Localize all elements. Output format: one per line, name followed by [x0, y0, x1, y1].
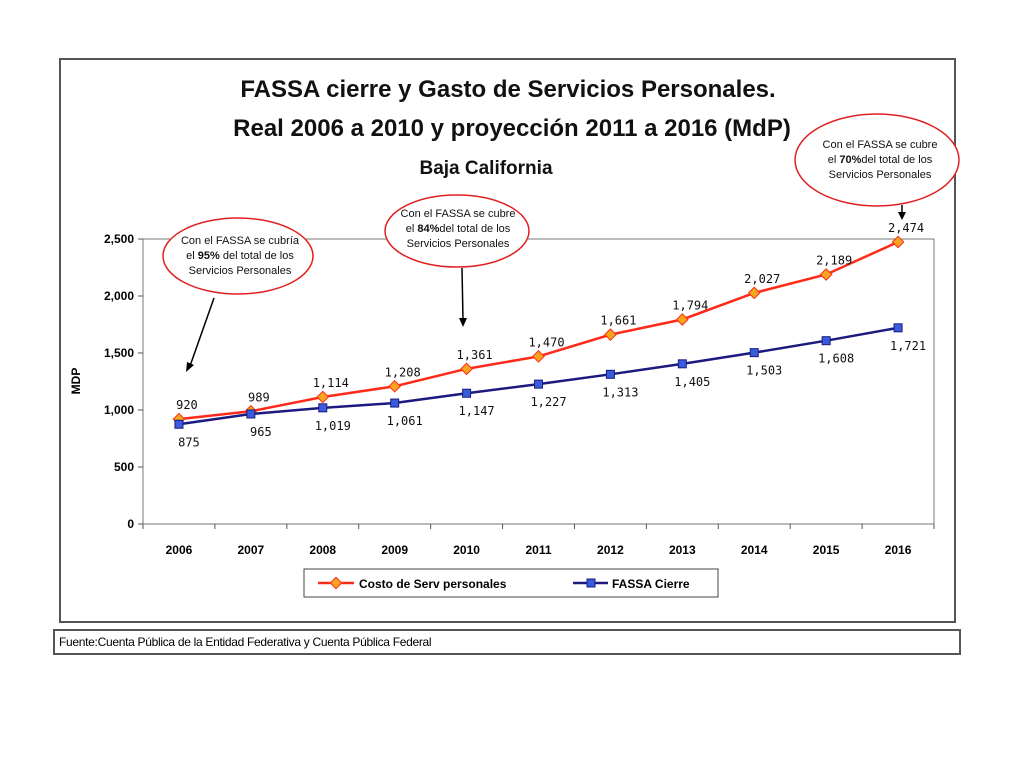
- data-labels: 920 989 1,114 1,208 1,361 1,470 1,661 1,794 2,02…: [176, 221, 926, 449]
- annotation-line: Servicios Personales: [407, 238, 510, 250]
- data-point-costo: [604, 328, 617, 342]
- x-tick-label: 2016: [885, 543, 912, 557]
- chart-subtitle: Real 2006 a 2010 y proyección 2011 a 201…: [233, 115, 791, 142]
- data-label-costo: 1,208: [385, 365, 421, 379]
- annotation-2016: Con el FASSA se cubre el 70%del total de…: [794, 113, 960, 220]
- data-point-fassa: [677, 359, 687, 369]
- data-label-fassa: 1,227: [530, 395, 566, 409]
- data-point-fassa: [893, 323, 903, 333]
- x-tick-label: 2015: [813, 543, 840, 557]
- x-tick-label: 2008: [309, 543, 336, 557]
- data-label-fassa: 965: [250, 425, 272, 439]
- y-axis-label: MDP: [69, 368, 83, 395]
- data-label-fassa: 1,503: [746, 364, 782, 378]
- data-point-fassa: [390, 398, 400, 408]
- x-tick-label: 2012: [597, 543, 624, 557]
- data-label-fassa: 1,721: [890, 339, 926, 353]
- data-label-costo: 1,470: [528, 335, 564, 349]
- legend-marker-fassa: [586, 578, 596, 588]
- data-point-costo: [675, 313, 689, 326]
- y-tick-label: 1,500: [104, 346, 134, 360]
- data-point-fassa: [534, 379, 543, 389]
- x-tick-label: 2014: [741, 543, 768, 557]
- arrow-head-icon: [898, 212, 906, 220]
- legend-label-costo: Costo de Serv personales: [359, 577, 507, 591]
- data-point-fassa: [246, 409, 256, 419]
- data-label-fassa: 1,608: [818, 352, 854, 366]
- data-point-fassa: [174, 419, 184, 429]
- data-point-costo: [747, 286, 761, 300]
- y-tick-label: 2,000: [104, 289, 134, 303]
- x-tick-label: 2013: [669, 543, 696, 557]
- chart-title: FASSA cierre y Gasto de Servicios Person…: [240, 76, 775, 103]
- annotation-line: Servicios Personales: [829, 169, 932, 181]
- data-label-costo: 989: [248, 390, 270, 404]
- x-tick-label: 2010: [453, 543, 480, 557]
- data-point-costo: [388, 379, 402, 393]
- annotation-arrow: [461, 267, 464, 321]
- x-tick-label: 2009: [381, 543, 408, 557]
- data-label-costo: 920: [176, 398, 198, 412]
- data-label-costo: 2,027: [744, 272, 780, 286]
- data-point-costo: [819, 268, 833, 281]
- legend-label-fassa: FASSA Cierre: [612, 577, 690, 591]
- arrow-head-icon: [186, 362, 194, 372]
- y-tick-label: 0: [127, 517, 134, 531]
- x-tick-label: 2007: [238, 543, 265, 557]
- legend: Costo de Serv personales FASSA Cierre: [303, 568, 719, 598]
- data-point-costo: [532, 350, 545, 363]
- annotation-line: Con el FASSA se cubre: [401, 208, 516, 220]
- x-tick-label: 2006: [166, 543, 193, 557]
- x-tick-label: 2011: [525, 543, 551, 557]
- annotation-line: Con el FASSA se cubre: [823, 139, 938, 151]
- data-label-costo: 2,474: [888, 221, 924, 235]
- data-point-fassa: [605, 369, 615, 379]
- annotation-ellipse: [794, 113, 960, 207]
- data-label-costo: 1,794: [672, 298, 708, 312]
- y-tick-label: 1,000: [104, 403, 134, 417]
- chart-subtitle-region: Baja California: [419, 158, 552, 179]
- data-label-costo: 1,661: [600, 314, 636, 328]
- series-layer: [172, 235, 905, 429]
- legend-box: [303, 568, 719, 598]
- data-label-fassa: 1,405: [674, 375, 710, 389]
- annotation-line: el 84%del total de los: [406, 223, 511, 235]
- annotation-line: Servicios Personales: [189, 265, 292, 277]
- data-point-fassa: [821, 336, 831, 346]
- y-tick-label: 500: [114, 460, 134, 474]
- data-point-costo: [460, 362, 473, 376]
- annotation-line: Con el FASSA se cubría: [181, 235, 300, 247]
- y-tick-label: 2,500: [104, 232, 134, 246]
- annotation-line: el 95% del total de los: [186, 250, 294, 262]
- data-point-costo: [316, 390, 330, 404]
- data-point-costo: [891, 235, 905, 249]
- data-label-fassa: 1,147: [459, 404, 495, 418]
- data-point-fassa: [318, 403, 328, 413]
- data-label-fassa: 1,019: [315, 419, 351, 433]
- annotation-ellipse: [162, 217, 314, 295]
- data-point-fassa: [462, 388, 472, 398]
- annotation-ellipse: [384, 194, 530, 268]
- annotation-2010: Con el FASSA se cubre el 84%del total de…: [384, 194, 530, 327]
- arrow-head-icon: [459, 318, 467, 327]
- data-label-costo: 1,114: [313, 376, 349, 390]
- data-label-fassa: 1,061: [387, 414, 423, 428]
- legend-marker-costo: [329, 576, 343, 590]
- source-note: Fuente:Cuenta Pública de la Entidad Fede…: [53, 629, 961, 655]
- data-label-costo: 2,189: [816, 253, 852, 267]
- data-label-fassa: 875: [178, 435, 200, 449]
- data-label-costo: 1,361: [457, 348, 493, 362]
- annotation-2006: Con el FASSA se cubría el 95% del total …: [162, 217, 314, 372]
- x-axis: 2006 2007 2008 2009 2010 2011 2012 2013 2014 2015…: [142, 524, 935, 557]
- data-label-fassa: 1,313: [602, 385, 638, 399]
- annotation-line: el 70%del total de los: [828, 154, 933, 166]
- annotation-arrow: [189, 297, 215, 367]
- data-point-fassa: [749, 348, 759, 358]
- y-axis: 0 500 1,000 1,500 2,000 2,500: [104, 232, 143, 531]
